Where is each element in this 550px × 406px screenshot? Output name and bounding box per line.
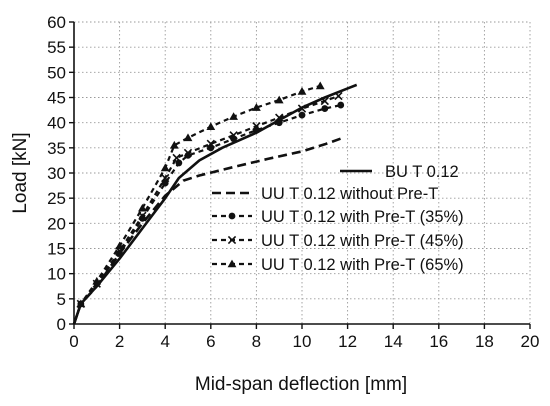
x-tick-label: 2: [115, 332, 124, 351]
data-point: [297, 104, 307, 113]
data-point: [175, 159, 183, 167]
data-point: [206, 139, 215, 148]
data-point: [297, 87, 307, 95]
data-point: [275, 119, 283, 127]
data-point: [334, 91, 343, 101]
data-point: [138, 203, 147, 212]
y-tick-label: 45: [47, 89, 66, 108]
x-tick-label: 16: [429, 332, 448, 351]
y-tick-label: 35: [47, 139, 66, 158]
data-point: [172, 153, 181, 163]
data-point: [183, 133, 193, 142]
x-tick-label: 18: [475, 332, 494, 351]
legend-item: UU T 0.12 with Pre-T (65%): [212, 256, 464, 274]
y-tick-label: 5: [57, 290, 66, 309]
legend-item: UU T 0.12 with Pre-T (35%): [212, 208, 464, 226]
y-tick-label: 0: [57, 315, 66, 334]
data-point: [183, 148, 193, 158]
data-point: [229, 131, 238, 140]
legend-marker: [227, 259, 237, 268]
x-tick-label: 8: [252, 332, 261, 351]
series-2: [72, 136, 344, 325]
legend-label: BU T 0.12: [385, 163, 459, 181]
data-point: [229, 112, 238, 120]
series-5: [72, 81, 325, 325]
data-point: [76, 299, 86, 308]
x-tick-label: 0: [69, 332, 78, 351]
legend-item: BU T 0.12: [340, 163, 459, 181]
y-tick-label: 60: [47, 13, 66, 32]
y-tick-label: 25: [47, 189, 66, 208]
y-tick-label: 15: [47, 240, 66, 259]
x-tick-label: 4: [160, 332, 169, 351]
series-1: [72, 83, 358, 325]
data-point: [161, 179, 169, 187]
legend: BU T 0.12 UU T 0.12 without Pre-T UU T 0.1…: [212, 163, 464, 274]
legend-label: UU T 0.12 with Pre-T (65%): [261, 256, 464, 274]
data-point: [115, 241, 124, 250]
x-tick-label: 10: [293, 332, 312, 351]
y-tick-label: 10: [47, 265, 66, 284]
legend-label: UU T 0.12 with Pre-T (35%): [261, 208, 464, 226]
data-point: [206, 122, 216, 130]
data-point: [252, 103, 261, 111]
x-axis-ticks: 0 2 4 6 8 10 12 14 16 18 20: [69, 324, 539, 351]
data-point: [252, 122, 261, 131]
grid: [74, 21, 531, 324]
x-tick-label: 20: [521, 332, 540, 351]
data-point: [315, 81, 325, 90]
data-point: [321, 105, 329, 112]
series-line: [72, 104, 342, 325]
x-tick-label: 6: [206, 332, 215, 351]
legend-item: UU T 0.12 with Pre-T (45%): [212, 232, 464, 250]
x-tick-label: 14: [384, 332, 403, 351]
y-tick-label: 20: [47, 214, 66, 233]
series-line: [72, 84, 321, 325]
data-point: [298, 111, 306, 119]
y-tick-label: 30: [47, 164, 66, 183]
legend-marker: [228, 212, 236, 220]
legend-item: UU T 0.12 without Pre-T: [212, 185, 438, 203]
x-axis-title: Mid-span deflection [mm]: [195, 374, 407, 395]
data-point: [275, 113, 284, 122]
y-axis-title: Load [kN]: [10, 132, 31, 213]
data-point: [274, 95, 284, 104]
data-point: [161, 173, 170, 183]
data-point: [337, 101, 345, 109]
y-tick-label: 40: [47, 114, 66, 133]
legend-label: UU T 0.12 with Pre-T (45%): [261, 232, 464, 250]
x-tick-label: 12: [338, 332, 357, 351]
data-point: [160, 163, 170, 172]
series-line: [72, 83, 358, 325]
legend-marker: [227, 235, 237, 245]
series-4: [72, 91, 343, 325]
y-tick-label: 50: [47, 63, 66, 82]
data-point: [169, 140, 179, 149]
y-axis-ticks: 0 5 10 15 20 25 30 35 40 45 50 55 60: [47, 13, 74, 334]
series-line: [72, 136, 344, 325]
y-tick-label: 55: [47, 38, 66, 57]
data-point: [320, 96, 329, 106]
legend-label: UU T 0.12 without Pre-T: [261, 185, 438, 203]
data-series: [72, 81, 358, 325]
data-point: [92, 276, 102, 285]
